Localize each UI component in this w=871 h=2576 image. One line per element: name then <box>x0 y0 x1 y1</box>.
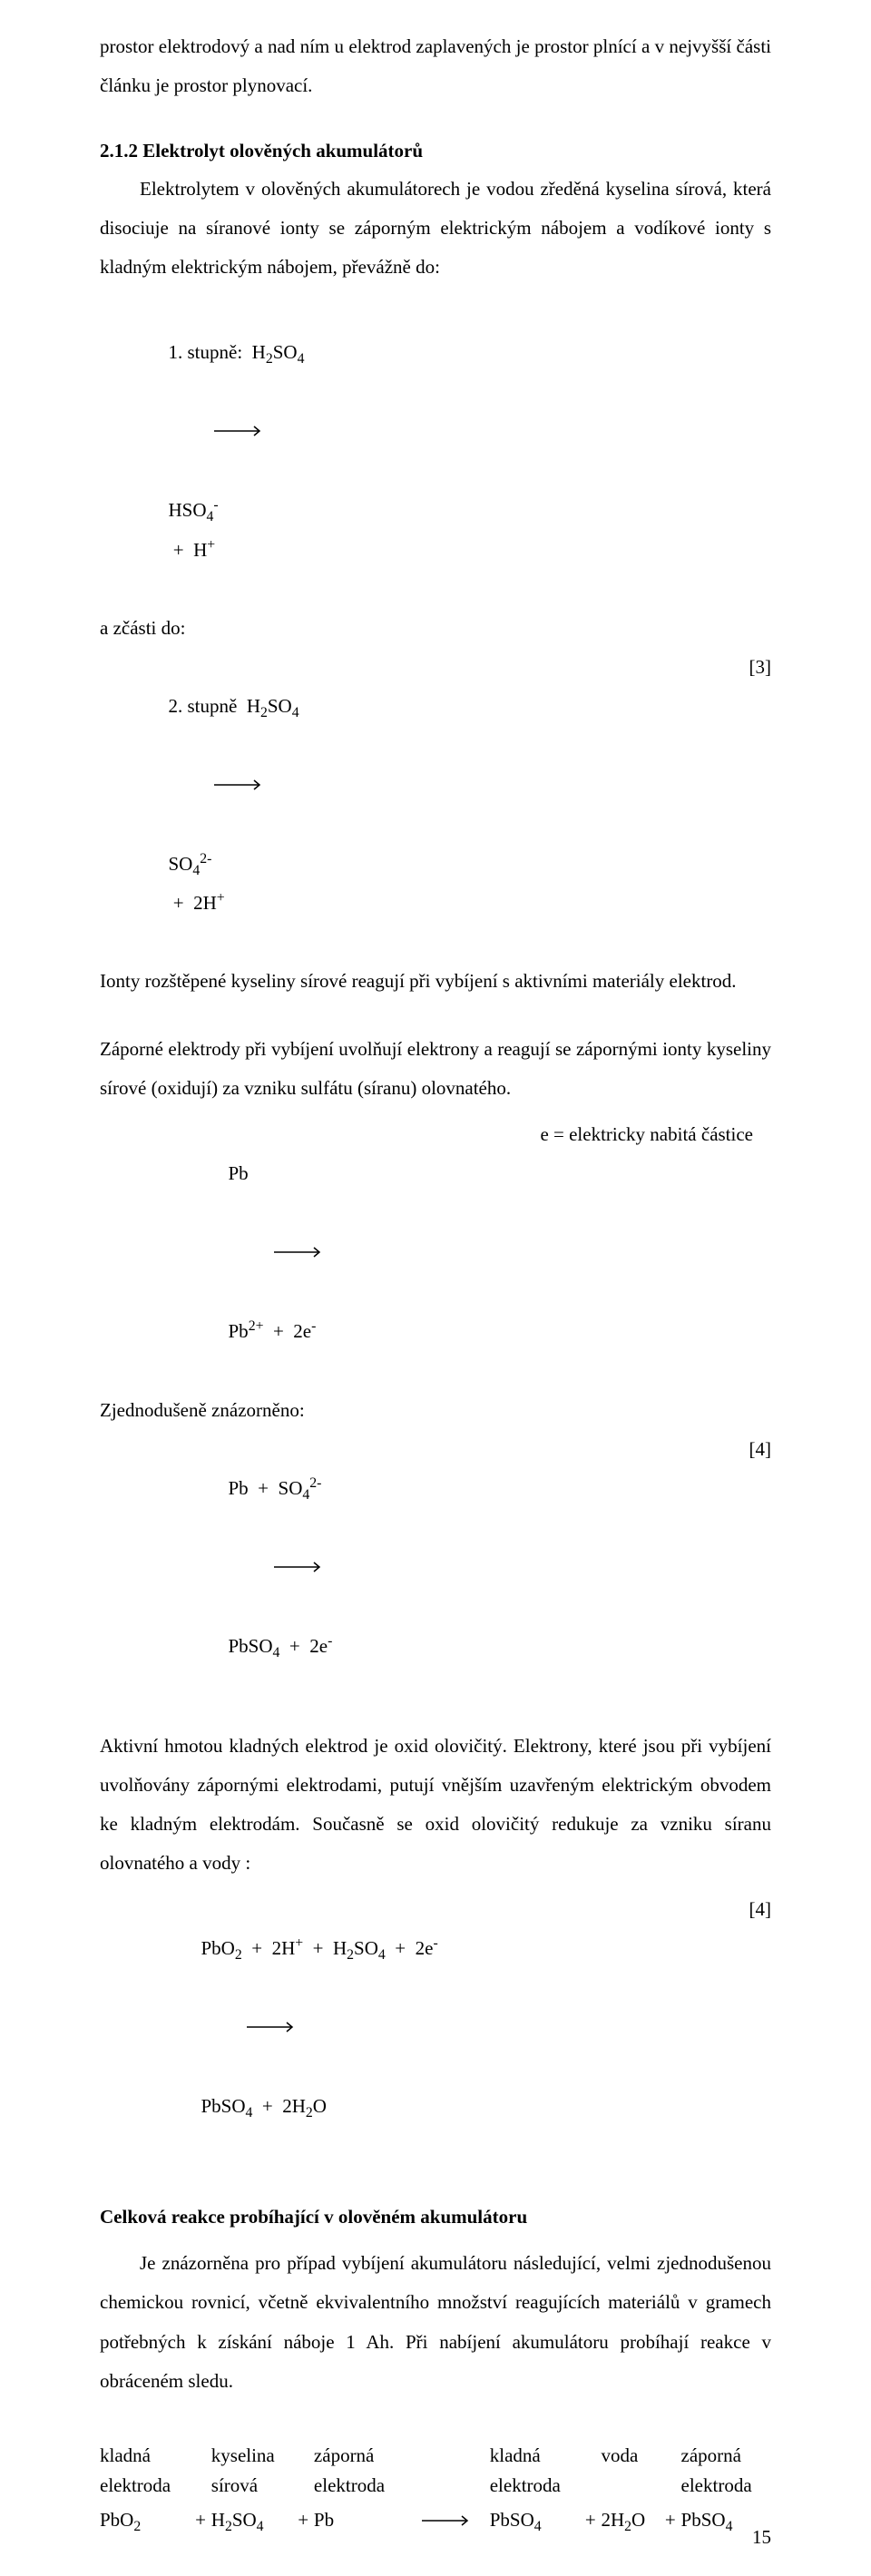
cell-plus: + <box>580 2503 601 2540</box>
cell-pbo2: PbO2 <box>100 2503 190 2540</box>
eq5-ra: PbSO <box>201 2095 246 2117</box>
table-row: PbO2 + H2SO4 + Pb PbSO4 + 2H2O + PbSO4 <box>100 2503 771 2540</box>
cell-pb: Pb <box>314 2503 404 2540</box>
section-title: Elektrolyt olověných akumulátorů <box>142 140 423 162</box>
paragraph-overall-reaction: Je znázorněna pro případ vybíjení akumul… <box>100 2244 771 2400</box>
arrow-icon <box>176 726 265 843</box>
step1-rhs-a: HSO <box>169 499 207 521</box>
arrow-icon <box>176 372 265 489</box>
eq5-e: + 2e <box>386 1937 434 1959</box>
eq4-rhs-b: + 2e <box>279 1635 328 1657</box>
overall-reaction-table: kladnáelektroda kyselinasírová zápornáel… <box>100 2439 771 2540</box>
col-header-voda: voda <box>602 2439 661 2503</box>
dissociation-step-2: 2. stupně H2SO4 SO42- + 2H+ [3] <box>100 648 771 962</box>
eq5-a: PbO <box>201 1937 235 1959</box>
dissociation-step-1: 1. stupně: H2SO4 HSO4- + H+ <box>100 294 771 608</box>
paragraph-negative-electrodes: Záporné elektrody při vybíjení uvolňují … <box>100 1030 771 1108</box>
paragraph-positive-electrodes: Aktivní hmotou kladných elektrod je oxid… <box>100 1727 771 1883</box>
section-heading: 2.1.2 Elektrolyt olověných akumulátorů <box>100 140 771 162</box>
eq-pb-mid-b: + 2e <box>263 1320 311 1342</box>
step2-rhs-a: SO <box>169 853 193 875</box>
arrow-icon <box>422 2505 473 2536</box>
eq-pb-note: e = elektricky nabitá částice <box>540 1115 771 1154</box>
cell-arrow <box>404 2503 489 2540</box>
equation-pb-oxidation: Pb Pb2+ + 2e- e = elektricky nabitá část… <box>100 1115 771 1390</box>
paragraph-ions-react: Ionty rozštěpené kyseliny sírové reagují… <box>100 962 771 1001</box>
cell-plus: + <box>293 2503 314 2540</box>
step2-lhs-label: 2. stupně H <box>169 695 261 717</box>
eq4-rhs-a: PbSO <box>229 1635 273 1657</box>
step1-lhs-label: 1. stupně: H <box>169 341 266 363</box>
step2-rhs-b: + 2H <box>169 892 217 914</box>
eq-pb-lhs: Pb <box>229 1162 249 1184</box>
eq5-rb: + 2H <box>252 2095 306 2117</box>
section-number: 2.1.2 <box>100 140 138 162</box>
eq-pb-mid-a: Pb <box>229 1320 249 1342</box>
paragraph-intro: prostor elektrodový a nad ním u elektrod… <box>100 27 771 105</box>
cell-plus: + <box>660 2503 680 2540</box>
col-header-zaporna-elektroda-2: zápornáelektroda <box>681 2439 771 2503</box>
equation-4: Pb + SO42- PbSO4 + 2e- [4] <box>100 1430 771 1705</box>
arrow-icon <box>236 1193 325 1310</box>
col-header-zaporna-elektroda: zápornáelektroda <box>314 2439 404 2503</box>
col-header-kladna-elektroda: kladnáelektroda <box>100 2439 190 2503</box>
eq5-d: SO <box>354 1937 378 1959</box>
paragraph-electrolyte: Elektrolytem v olověných akumulátorech j… <box>100 170 771 287</box>
eq5-rc: O <box>313 2095 327 2117</box>
equation-number-4b: [4] <box>749 1890 772 1929</box>
arrow-icon <box>236 1508 325 1625</box>
cell-h2so4: H2SO4 <box>211 2503 293 2540</box>
col-header-kyselina-sirova: kyselinasírová <box>211 2439 293 2503</box>
arrow-icon <box>209 1968 298 2085</box>
equation-number-4: [4] <box>749 1430 772 1469</box>
a-zcasti-do: a zčásti do: <box>100 609 771 648</box>
col-header-kladna-elektroda-2: kladnáelektroda <box>490 2439 580 2503</box>
overall-reaction-heading: Celková reakce probíhající v olověném ak… <box>100 2198 771 2237</box>
equation-5: PbO2 + 2H+ + H2SO4 + 2e- PbSO4 + 2H2O [4… <box>100 1890 771 2165</box>
eq4-lhs-a: Pb + SO <box>229 1477 303 1499</box>
cell-plus: + <box>190 2503 210 2540</box>
equation-number-3: [3] <box>749 648 772 687</box>
zjednodusene-label: Zjednodušeně znázorněno: <box>100 1391 771 1430</box>
cell-pbso4-a: PbSO4 <box>490 2503 580 2540</box>
page-number: 15 <box>752 2526 771 2549</box>
table-row: kladnáelektroda kyselinasírová zápornáel… <box>100 2439 771 2503</box>
step1-rhs-b: + H <box>169 539 208 561</box>
cell-2h2o: 2H2O <box>602 2503 661 2540</box>
eq5-b: + 2H <box>242 1937 296 1959</box>
eq5-c: + H <box>303 1937 347 1959</box>
